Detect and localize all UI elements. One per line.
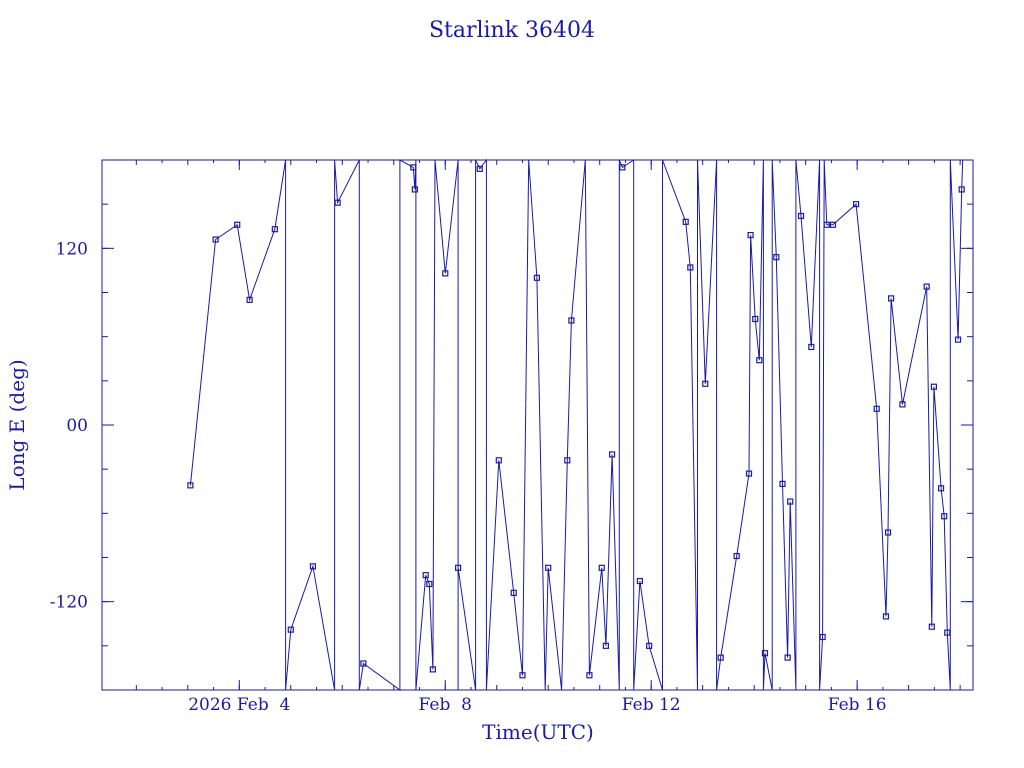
data-point — [687, 264, 694, 271]
data-point — [752, 315, 759, 323]
data-point — [455, 564, 462, 571]
data-point — [187, 482, 194, 489]
data-point — [773, 254, 780, 261]
data-point — [930, 383, 937, 390]
x-tick-label: Feb 16 — [828, 695, 887, 715]
data-point — [882, 613, 890, 620]
data-point — [586, 672, 593, 679]
data-point — [745, 470, 753, 477]
data-point — [779, 480, 786, 487]
data-point — [533, 274, 540, 281]
data-point — [717, 654, 724, 661]
data-point — [784, 654, 791, 661]
x-tick-label: Feb 8 — [419, 695, 472, 715]
data-point — [941, 513, 948, 520]
data-point — [853, 201, 860, 208]
data-point — [923, 283, 930, 290]
data-point — [819, 633, 826, 641]
data-point — [808, 343, 815, 351]
data-point — [360, 660, 367, 667]
data-point — [682, 218, 689, 225]
data-point — [928, 623, 935, 630]
data-point — [829, 221, 837, 228]
data-point — [884, 529, 892, 536]
data-point — [797, 212, 805, 220]
data-point — [271, 226, 278, 233]
data-point — [510, 589, 517, 596]
data-point — [495, 457, 502, 464]
data-point — [608, 451, 616, 458]
y-axis-label: Long E (deg) — [5, 359, 29, 490]
data-point — [761, 650, 769, 657]
plot-border — [101, 159, 974, 691]
y-tick-label: 00 — [66, 416, 88, 436]
chart-title: Starlink 36404 — [429, 18, 595, 43]
data-point — [309, 563, 317, 570]
data-point — [429, 666, 436, 673]
data-point — [519, 672, 526, 679]
data-point — [636, 577, 643, 585]
data-point — [756, 357, 763, 364]
y-tick-label: -120 — [50, 593, 88, 613]
data-point — [602, 642, 609, 649]
data-point — [234, 221, 241, 228]
plot-frame: 2026 Feb 4 Feb 8 Feb 12 Feb 16 120 00 -120 — [50, 159, 974, 715]
data-point — [747, 231, 754, 239]
data-point — [212, 236, 219, 243]
data-point — [476, 165, 483, 172]
y-tick-label: 120 — [56, 239, 88, 259]
data-point — [442, 270, 449, 277]
data-point — [702, 380, 709, 387]
data-point — [888, 295, 895, 302]
data-point — [646, 642, 653, 649]
data-point — [619, 164, 626, 171]
data-point — [568, 317, 575, 324]
data-point — [598, 564, 605, 571]
data-point — [787, 498, 794, 505]
data-point — [954, 336, 962, 343]
data-point — [334, 199, 341, 206]
data-point — [564, 457, 571, 464]
x-tick-label: Feb 12 — [622, 695, 681, 715]
data-point — [733, 552, 740, 560]
data-point — [422, 572, 429, 579]
data-point — [426, 580, 433, 588]
data-point — [937, 485, 945, 492]
plot-marks — [187, 158, 965, 691]
data-point — [944, 629, 951, 636]
data-point — [873, 405, 880, 412]
data-point — [899, 401, 906, 408]
data-point — [246, 296, 253, 303]
x-tick-label: 2026 Feb 4 — [188, 695, 290, 715]
data-point — [545, 564, 552, 571]
x-axis-label: Time(UTC) — [482, 720, 594, 744]
orbit-longitude-line — [189, 158, 964, 691]
data-point — [958, 186, 965, 193]
data-point — [287, 626, 294, 633]
data-point — [411, 186, 418, 193]
data-point — [410, 164, 417, 171]
data-point — [823, 221, 830, 228]
